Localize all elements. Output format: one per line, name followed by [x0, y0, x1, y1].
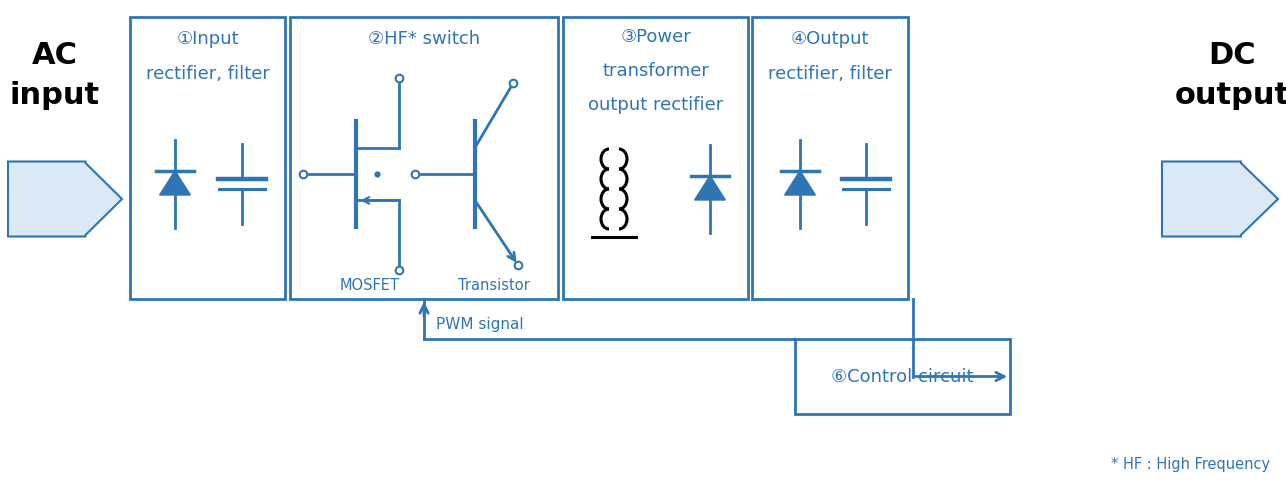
Text: ①Input: ①Input — [176, 30, 239, 48]
Bar — [752, 18, 908, 300]
Text: rectifier, filter: rectifier, filter — [145, 65, 270, 83]
Text: ④Output: ④Output — [791, 30, 869, 48]
Text: ⑥Control circuit: ⑥Control circuit — [831, 368, 974, 386]
Text: Transistor: Transistor — [458, 277, 530, 292]
Text: DC: DC — [1208, 41, 1256, 69]
FancyArrow shape — [8, 162, 122, 237]
Text: ③Power: ③Power — [620, 28, 691, 46]
Bar — [795, 339, 1010, 414]
Text: output: output — [1174, 80, 1286, 109]
Polygon shape — [784, 171, 815, 196]
Text: * HF : High Frequency: * HF : High Frequency — [1111, 456, 1271, 471]
Text: rectifier, filter: rectifier, filter — [768, 65, 892, 83]
Text: PWM signal: PWM signal — [436, 317, 523, 332]
Text: AC: AC — [32, 41, 78, 69]
Bar — [130, 18, 285, 300]
Text: output rectifier: output rectifier — [588, 96, 723, 114]
Polygon shape — [694, 177, 725, 200]
Text: MOSFET: MOSFET — [340, 277, 400, 292]
FancyArrow shape — [1163, 162, 1278, 237]
Polygon shape — [159, 171, 190, 196]
Text: ②HF* switch: ②HF* switch — [368, 30, 480, 48]
Text: input: input — [10, 80, 100, 109]
Text: transformer: transformer — [602, 62, 709, 80]
Bar — [563, 18, 748, 300]
Bar — [291, 18, 558, 300]
